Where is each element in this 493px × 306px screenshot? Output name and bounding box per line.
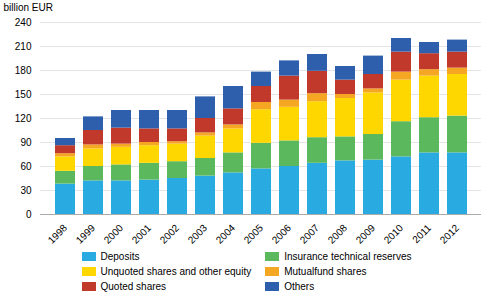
- svg-text:60: 60: [20, 161, 32, 172]
- svg-text:2003: 2003: [186, 222, 210, 246]
- svg-text:1999: 1999: [74, 222, 98, 246]
- svg-text:0: 0: [26, 209, 32, 220]
- svg-text:240: 240: [15, 17, 32, 28]
- svg-text:2004: 2004: [214, 222, 238, 246]
- svg-text:2011: 2011: [410, 222, 433, 245]
- svg-text:1998: 1998: [46, 222, 70, 246]
- svg-text:150: 150: [15, 89, 32, 100]
- html-text:Unquoted shares and other equi: Unquoted shares and other equity: [100, 266, 252, 277]
- svg-text:2007: 2007: [298, 222, 322, 246]
- svg-text:30: 30: [20, 185, 32, 196]
- html-text:Mutualfund shares: Mutualfund shares: [284, 266, 367, 277]
- svg-text:2009: 2009: [354, 222, 378, 246]
- svg-text:2000: 2000: [102, 222, 126, 246]
- svg-text:2001: 2001: [130, 222, 154, 246]
- svg-text:2002: 2002: [158, 222, 182, 246]
- svg-text:120: 120: [15, 113, 32, 124]
- svg-text:180: 180: [15, 65, 32, 76]
- svg-text:2012: 2012: [438, 222, 462, 246]
- svg-text:210: 210: [15, 41, 32, 52]
- svg-text:2008: 2008: [326, 222, 350, 246]
- html-text:Others: Others: [284, 281, 315, 292]
- svg-text:2005: 2005: [242, 222, 266, 246]
- svg-text:2010: 2010: [382, 222, 406, 246]
- svg-text:2006: 2006: [270, 222, 294, 246]
- svg-text:90: 90: [20, 137, 32, 148]
- html-text:Deposits: Deposits: [100, 251, 140, 262]
- html-text:Insurance technical reserves: Insurance technical reserves: [284, 251, 412, 262]
- svg-text:billion EUR: billion EUR: [4, 2, 53, 13]
- html-text:Quoted shares: Quoted shares: [100, 281, 167, 292]
